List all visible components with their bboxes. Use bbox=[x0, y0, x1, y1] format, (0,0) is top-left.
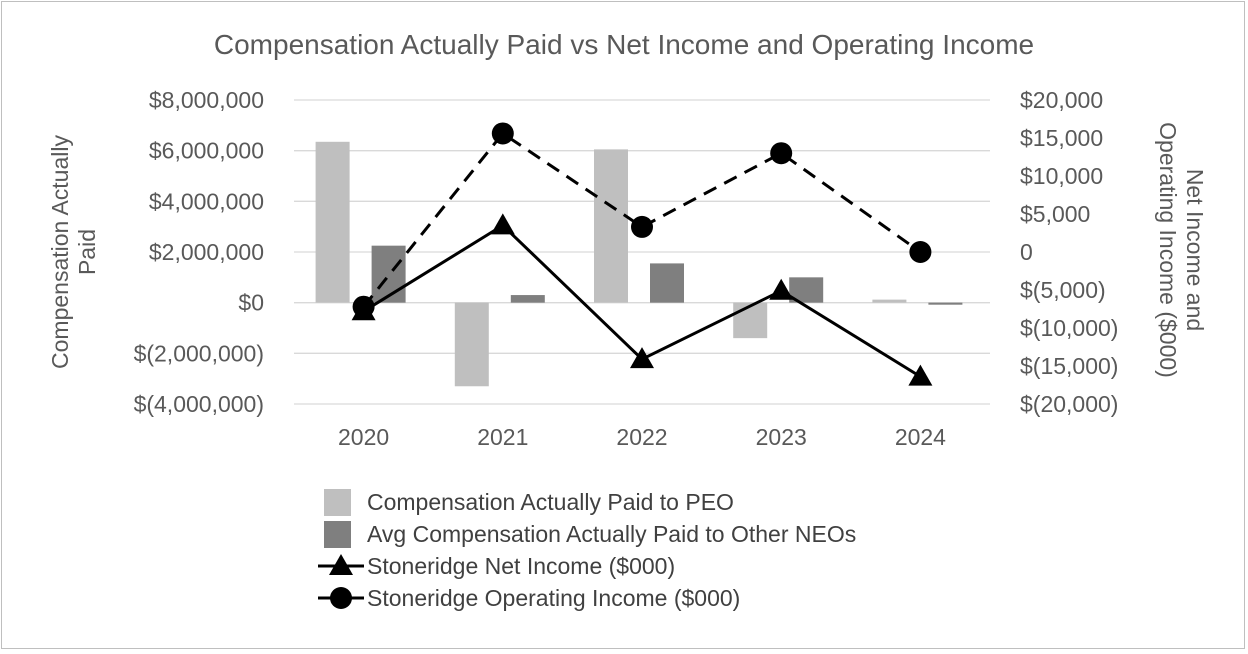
right-tick-label: $(20,000) bbox=[1020, 391, 1118, 417]
bar bbox=[650, 263, 684, 303]
bar bbox=[454, 302, 489, 387]
bar bbox=[872, 299, 907, 303]
legend-swatch bbox=[324, 521, 351, 548]
left-axis-title: Compensation Actually Paid bbox=[47, 135, 100, 369]
x-tick-label: 2023 bbox=[756, 424, 807, 450]
circle-marker bbox=[352, 295, 375, 318]
bar bbox=[928, 302, 963, 305]
right-axis-title-line: Operating Income ($000) bbox=[1155, 122, 1181, 378]
circle-marker bbox=[909, 241, 932, 263]
chart-title: Compensation Actually Paid vs Net Income… bbox=[214, 29, 1034, 60]
left-tick-label: $(2,000,000) bbox=[134, 340, 264, 366]
right-tick-label: $(15,000) bbox=[1020, 353, 1118, 379]
bar bbox=[315, 141, 350, 303]
bar bbox=[371, 245, 406, 303]
legend-label: Stoneridge Net Income ($000) bbox=[367, 553, 675, 579]
bar bbox=[594, 149, 628, 303]
right-tick-label: $15,000 bbox=[1020, 125, 1103, 151]
right-tick-label: 0 bbox=[1020, 239, 1033, 265]
triangle-marker bbox=[908, 364, 933, 386]
series-line bbox=[362, 131, 922, 308]
legend-swatch bbox=[324, 489, 351, 516]
right-tick-label: $10,000 bbox=[1020, 163, 1103, 189]
x-tick-label: 2022 bbox=[616, 424, 667, 450]
triangle-marker bbox=[490, 213, 515, 235]
legend-label: Compensation Actually Paid to PEO bbox=[367, 489, 734, 515]
x-tick-label: 2020 bbox=[338, 424, 389, 450]
bar bbox=[733, 302, 768, 339]
left-axis-title-line: Compensation Actually bbox=[47, 135, 73, 369]
series-lines bbox=[351, 122, 933, 386]
circle-marker bbox=[491, 122, 514, 145]
circle-marker bbox=[770, 142, 793, 165]
right-tick-label: $5,000 bbox=[1020, 201, 1090, 227]
x-tick-label: 2024 bbox=[895, 424, 946, 450]
left-axis-ticks: $8,000,000 $6,000,000 $4,000,000 $2,000,000… bbox=[134, 87, 264, 417]
triangle-marker bbox=[769, 278, 794, 300]
right-tick-label: $20,000 bbox=[1020, 87, 1103, 113]
right-tick-label: $(5,000) bbox=[1020, 277, 1106, 303]
left-tick-label: $6,000,000 bbox=[149, 138, 264, 164]
right-axis-ticks: $20,000 $15,000 $10,000 $5,000 0 $(5,000) $(10… bbox=[1020, 87, 1118, 417]
legend-triangle-marker bbox=[329, 554, 353, 575]
legend-circle-marker bbox=[330, 587, 352, 609]
right-axis-title-line: Net Income and bbox=[1182, 169, 1208, 331]
legend: Compensation Actually Paid to PEO Avg Com… bbox=[318, 489, 856, 611]
legend-label: Stoneridge Operating Income ($000) bbox=[367, 585, 740, 611]
left-tick-label: $0 bbox=[238, 290, 264, 316]
left-tick-label: $2,000,000 bbox=[149, 239, 264, 265]
left-axis-title-line: Paid bbox=[74, 229, 100, 275]
x-tick-label: 2021 bbox=[477, 424, 528, 450]
x-axis-ticks: 2020 2021 2022 2023 2024 bbox=[338, 424, 946, 450]
right-tick-label: $(10,000) bbox=[1020, 315, 1118, 341]
left-tick-label: $8,000,000 bbox=[149, 87, 264, 113]
left-tick-label: $4,000,000 bbox=[149, 188, 264, 214]
circle-marker bbox=[631, 215, 653, 238]
triangle-marker bbox=[630, 347, 654, 369]
bars bbox=[315, 141, 963, 387]
legend-label: Avg Compensation Actually Paid to Other … bbox=[367, 521, 856, 547]
bar bbox=[510, 295, 545, 303]
left-tick-label: $(4,000,000) bbox=[134, 391, 264, 417]
